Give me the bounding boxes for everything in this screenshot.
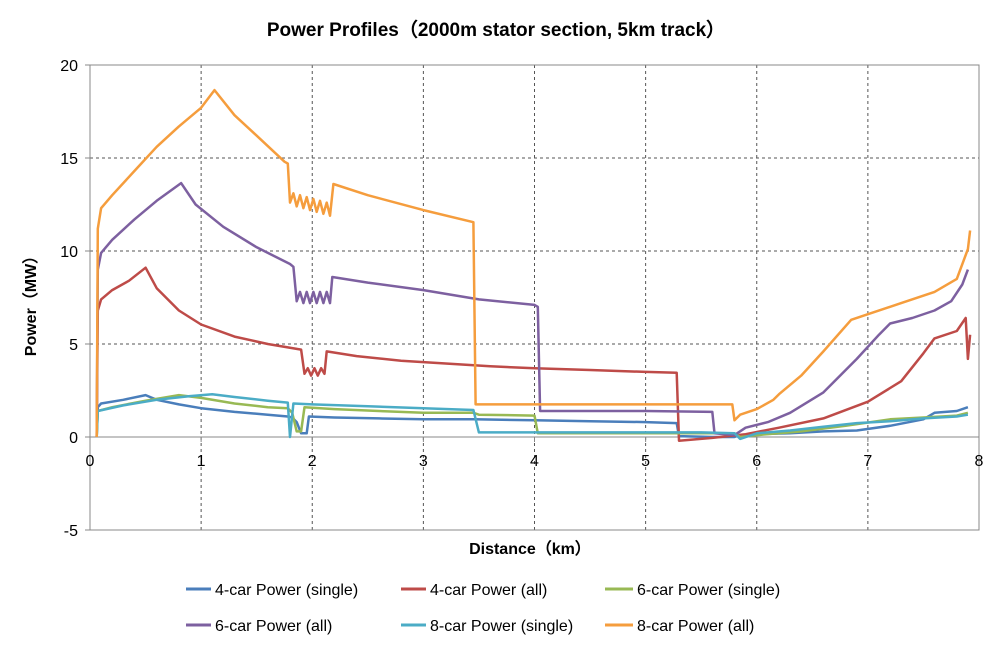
x-tick-label: 2 <box>308 453 317 470</box>
x-tick-label: 7 <box>863 453 872 470</box>
y-tick-label: -5 <box>64 523 78 540</box>
y-tick-label: 0 <box>69 430 78 447</box>
x-axis-title: Distance（km） <box>469 540 591 558</box>
y-tick-label: 15 <box>60 151 78 168</box>
x-tick-label: 5 <box>641 453 650 470</box>
series-line-2 <box>95 266 972 442</box>
y-tick-label: 5 <box>69 337 78 354</box>
x-tick-labels: 0 1 2 3 4 5 6 7 8 <box>86 453 984 470</box>
legend-label-1: 4-car Power (single) <box>215 582 358 599</box>
series-line-1 <box>95 393 969 439</box>
x-tick-label: 4 <box>530 453 539 470</box>
series-lines <box>95 88 972 442</box>
x-tick-label: 6 <box>752 453 761 470</box>
series-line-3 <box>95 393 969 439</box>
series-line-4 <box>95 181 970 438</box>
y-axis-title: Power（MW） <box>22 248 40 356</box>
series-line-5 <box>95 392 969 441</box>
legend-label-3: 6-car Power (single) <box>637 582 780 599</box>
chart-title: Power Profiles（2000m stator section, 5km… <box>267 18 725 41</box>
legend-label-5: 8-car Power (single) <box>430 618 573 635</box>
legend-label-2: 4-car Power (all) <box>430 582 547 599</box>
x-tick-label: 8 <box>975 453 984 470</box>
legend: 4-car Power (single) 4-car Power (all) 6-c… <box>186 582 780 635</box>
y-tick-label: 20 <box>60 58 78 75</box>
axes <box>85 64 980 531</box>
y-tick-labels: -5 0 5 10 15 20 <box>60 58 78 540</box>
legend-label-6: 8-car Power (all) <box>637 618 754 635</box>
legend-label-4: 6-car Power (all) <box>215 618 332 635</box>
x-tick-label: 0 <box>86 453 95 470</box>
y-tick-label: 10 <box>60 244 78 261</box>
series-line-6 <box>95 88 972 438</box>
x-tick-label: 3 <box>419 453 428 470</box>
plot-area-border <box>89 64 980 531</box>
x-tick-label: 1 <box>197 453 206 470</box>
